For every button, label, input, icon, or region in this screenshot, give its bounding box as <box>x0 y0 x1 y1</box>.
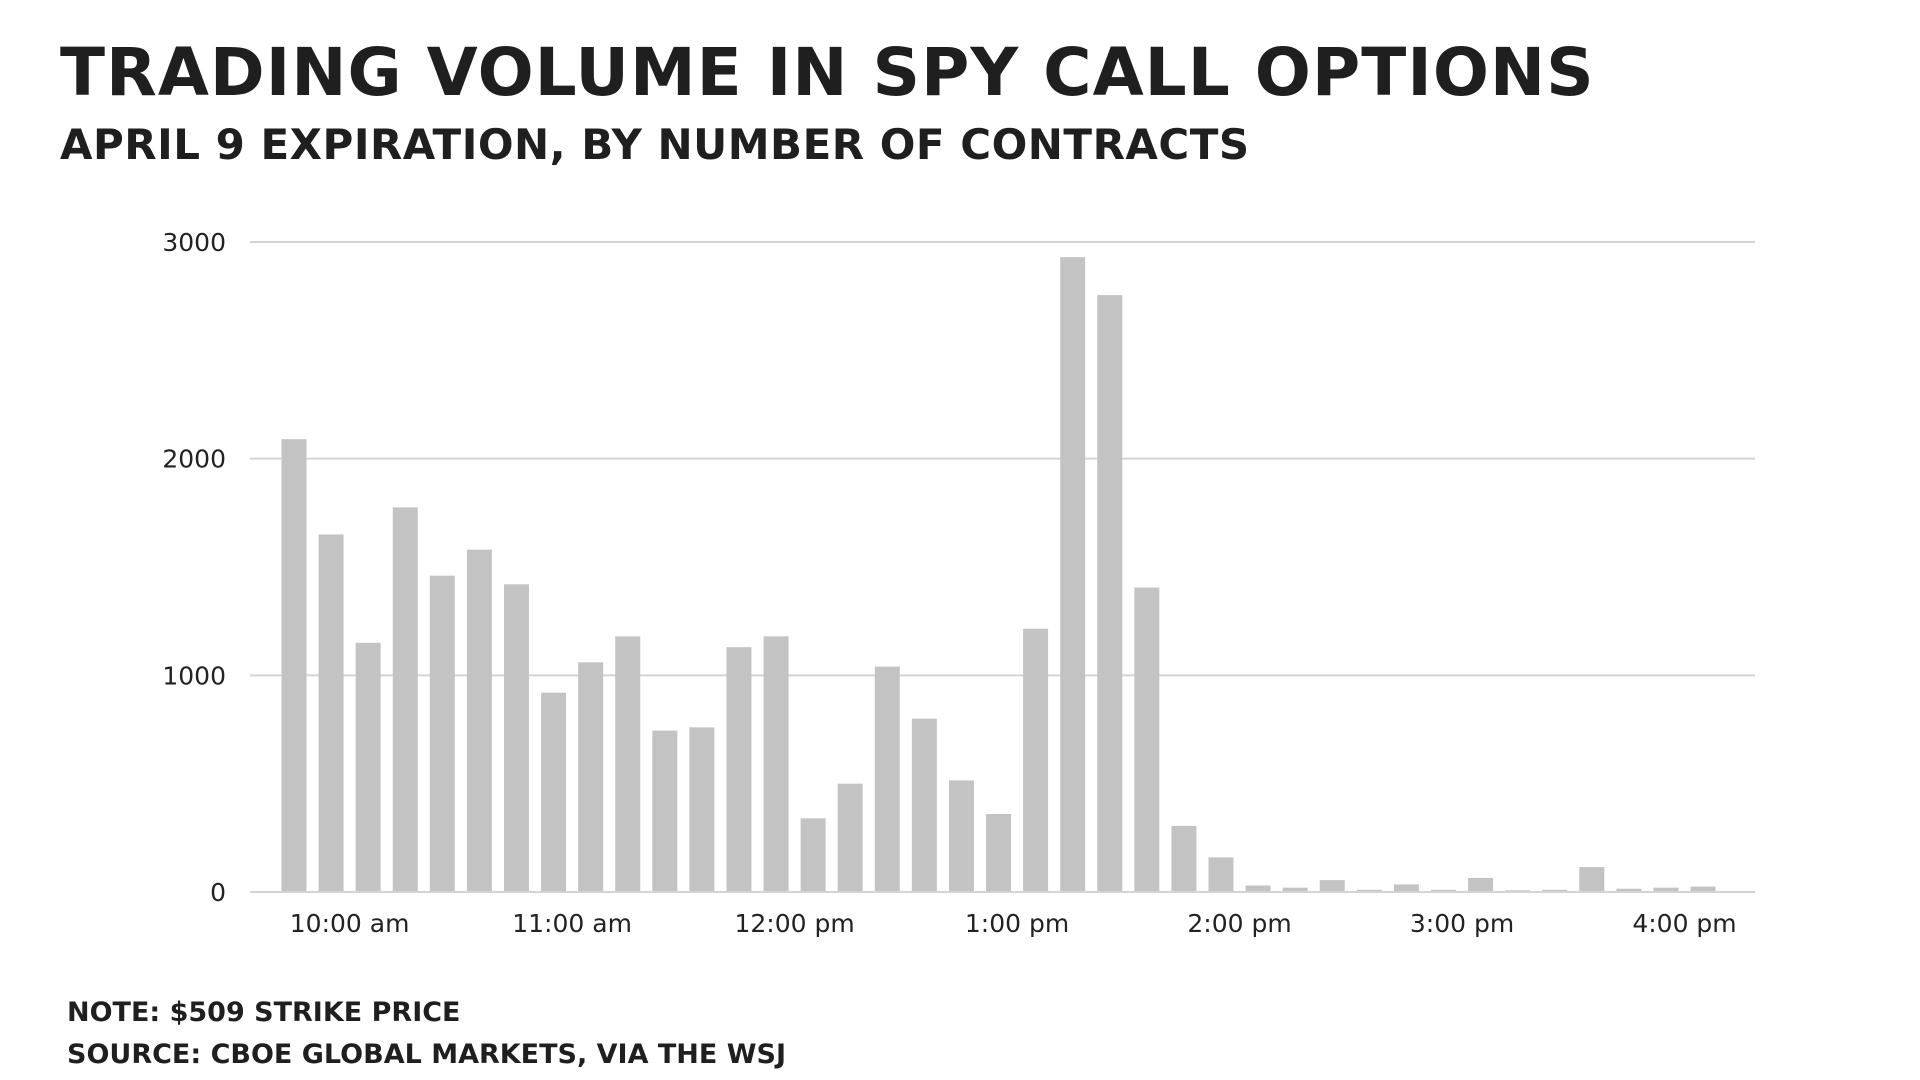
bar-320 <box>1542 889 1568 892</box>
x-tick-label: 11:00 am <box>512 909 632 938</box>
x-tick-label: 3:00 pm <box>1410 909 1514 938</box>
x-tick-label: 1:00 pm <box>965 909 1069 938</box>
bar-300 <box>1468 877 1494 892</box>
bar-150 <box>1208 857 1234 892</box>
x-tick-label: 10:00 am <box>290 909 410 938</box>
x-tick-label: 12:00 pm <box>734 909 854 938</box>
note-text: Note: $509 strike price <box>67 997 461 1028</box>
bar-350 <box>1653 887 1679 892</box>
bars <box>281 257 1716 893</box>
bar-1000 <box>355 642 381 892</box>
bar-1140 <box>726 647 752 892</box>
bar-200 <box>1245 885 1271 892</box>
bar-1020 <box>429 575 455 892</box>
bar-1220 <box>874 666 900 892</box>
x-tick-label: 4:00 pm <box>1632 909 1736 938</box>
bar-400 <box>1690 886 1716 892</box>
bar-1200 <box>800 818 826 892</box>
bar-210 <box>1282 887 1308 892</box>
y-tick-label: 0 <box>210 878 226 907</box>
bar-1050 <box>541 692 567 892</box>
bar-1100 <box>578 662 604 892</box>
bar-230 <box>1356 889 1382 892</box>
bar-240 <box>1393 884 1419 892</box>
bar-1030 <box>466 549 492 892</box>
bar-1150 <box>763 636 789 892</box>
bar-950 <box>318 534 344 892</box>
bar-330 <box>1579 867 1605 892</box>
source-text: Source: CBOE Global Markets, via the WSJ <box>67 1039 787 1070</box>
bar-940 <box>281 439 307 892</box>
bar-1040 <box>503 584 529 892</box>
footnotes: Note: $509 strike price Source: CBOE Glo… <box>67 992 786 1076</box>
y-tick-label: 3000 <box>162 228 226 257</box>
bar-1230 <box>911 718 937 892</box>
bar-140 <box>1171 825 1197 892</box>
y-tick-label: 2000 <box>162 445 226 474</box>
bar-220 <box>1319 880 1345 892</box>
bar-100 <box>1023 628 1049 892</box>
bar-120 <box>1097 295 1123 892</box>
bar-1120 <box>652 730 678 892</box>
bar-110 <box>1060 257 1086 893</box>
bar-1130 <box>689 727 715 892</box>
bar-130 <box>1134 587 1160 892</box>
bar-1010 <box>392 507 418 892</box>
bar-1240 <box>948 780 974 892</box>
chart-subtitle: April 9 expiration, by number of contrac… <box>60 120 1250 169</box>
axes: 0 1000 2000 3000 10:00 am 11:00 am 12:00 pm 1:0… <box>162 228 1755 938</box>
bar-1210 <box>837 783 863 892</box>
x-tick-label: 2:00 pm <box>1187 909 1291 938</box>
bar-1110 <box>615 636 641 892</box>
bar-340 <box>1616 888 1642 892</box>
bar-250 <box>1430 889 1456 892</box>
chart-title: Trading volume in SPY call options <box>60 34 1595 111</box>
y-tick-label: 1000 <box>162 661 226 690</box>
bar-1250 <box>986 814 1012 892</box>
